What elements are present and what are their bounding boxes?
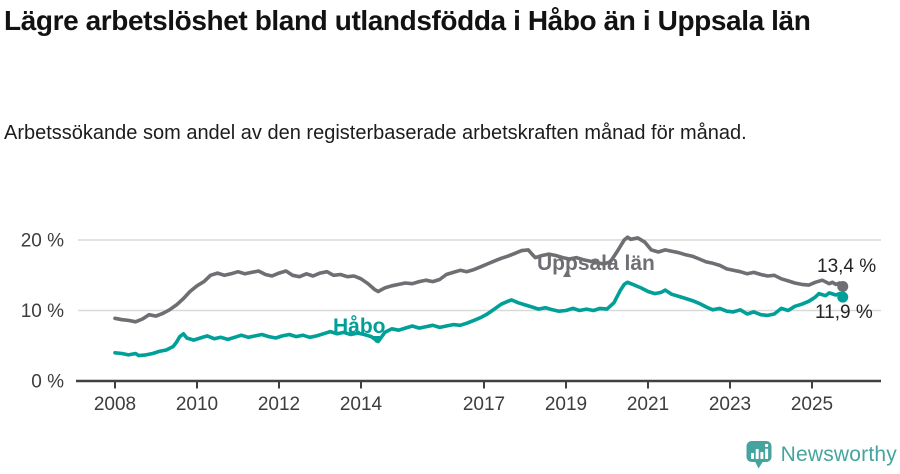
x-axis-tick-label: 2025 [791,394,833,415]
y-axis-tick-label: 10 % [21,301,64,322]
y-axis-tick-label: 20 % [21,231,64,252]
x-axis-tick-label: 2023 [709,394,751,415]
series-label-h-bo: Håbo [333,315,386,338]
x-axis-tick-label: 2017 [463,394,505,415]
series-label-pointer-h-bo [370,336,382,343]
chart-subtitle: Arbetssökande som andel av den registerb… [4,122,747,144]
series-label-pointer-uppsala-l-n [563,270,571,277]
x-axis-tick-label: 2019 [545,394,587,415]
end-value-label-uppsala-l-n: 13,4 % [817,256,876,277]
x-axis-tick-label: 2008 [94,394,136,415]
series-line-h-bo [113,280,845,358]
series-label-uppsala-l-n: Uppsala län [537,252,655,275]
x-axis-tick-label: 2012 [258,394,300,415]
line-chart: 0 % 10 % 20 % 2008 2010 2012 2014 2017 2019 2021 2… [21,231,881,415]
brand-name: Newsworthy [780,443,897,466]
x-axis-tick-label: 2014 [340,394,383,415]
brand-footer: Newsworthy [746,440,897,470]
end-dot-h-bo [837,291,849,303]
x-axis-tick-label: 2010 [176,394,218,415]
newsworthy-logo-icon [746,441,772,469]
end-dot-uppsala-l-n [837,281,849,293]
chart-title: Lägre arbetslöshet bland utlandsfödda i … [4,5,811,36]
series-line-uppsala-l-n [113,235,845,324]
y-axis-tick-label: 0 % [31,372,64,393]
end-value-label-h-bo: 11,9 % [815,302,873,323]
x-axis-tick-label: 2021 [627,394,669,415]
